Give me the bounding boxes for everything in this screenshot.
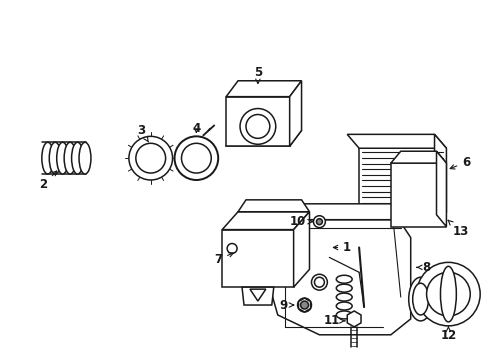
Polygon shape (289, 81, 301, 146)
Polygon shape (269, 220, 410, 335)
Text: 7: 7 (214, 253, 233, 266)
Polygon shape (225, 96, 289, 146)
Text: 12: 12 (439, 327, 456, 342)
Polygon shape (390, 151, 446, 163)
Circle shape (311, 274, 326, 290)
Text: 3: 3 (137, 124, 148, 142)
Polygon shape (298, 298, 310, 312)
Ellipse shape (42, 142, 54, 174)
Ellipse shape (336, 311, 351, 319)
Polygon shape (346, 311, 360, 327)
Circle shape (297, 298, 311, 312)
Polygon shape (434, 134, 446, 213)
Text: 8: 8 (416, 261, 430, 274)
Polygon shape (293, 212, 309, 287)
Circle shape (240, 109, 275, 144)
Circle shape (129, 136, 172, 180)
Text: 1: 1 (333, 241, 350, 254)
Text: 13: 13 (447, 220, 468, 238)
Text: 6: 6 (449, 156, 469, 169)
Ellipse shape (49, 142, 61, 174)
Circle shape (313, 216, 325, 228)
Ellipse shape (440, 266, 455, 322)
Ellipse shape (408, 277, 432, 321)
Polygon shape (390, 163, 446, 227)
Circle shape (426, 272, 469, 316)
Circle shape (181, 143, 211, 173)
Circle shape (416, 262, 479, 326)
Circle shape (226, 243, 237, 253)
Ellipse shape (79, 142, 91, 174)
Circle shape (245, 114, 269, 138)
Ellipse shape (412, 283, 427, 315)
Text: 2: 2 (40, 171, 57, 192)
Ellipse shape (64, 142, 76, 174)
Polygon shape (222, 230, 293, 287)
Circle shape (174, 136, 218, 180)
Ellipse shape (336, 284, 351, 292)
Circle shape (316, 219, 322, 225)
Circle shape (314, 277, 324, 287)
Polygon shape (436, 151, 446, 227)
Polygon shape (225, 81, 301, 96)
Polygon shape (238, 200, 309, 212)
Text: 11: 11 (323, 314, 345, 327)
Circle shape (300, 301, 308, 309)
Polygon shape (358, 148, 446, 213)
Circle shape (136, 143, 165, 173)
Polygon shape (222, 212, 309, 230)
Text: 10: 10 (289, 215, 312, 228)
Ellipse shape (336, 302, 351, 310)
Polygon shape (346, 134, 446, 148)
Polygon shape (269, 204, 398, 220)
Ellipse shape (71, 142, 83, 174)
Text: 4: 4 (192, 122, 200, 135)
Polygon shape (242, 287, 273, 305)
Polygon shape (249, 289, 265, 301)
Ellipse shape (57, 142, 68, 174)
Text: 9: 9 (279, 298, 293, 311)
Ellipse shape (336, 275, 351, 283)
Text: 5: 5 (253, 66, 262, 84)
Ellipse shape (336, 293, 351, 301)
